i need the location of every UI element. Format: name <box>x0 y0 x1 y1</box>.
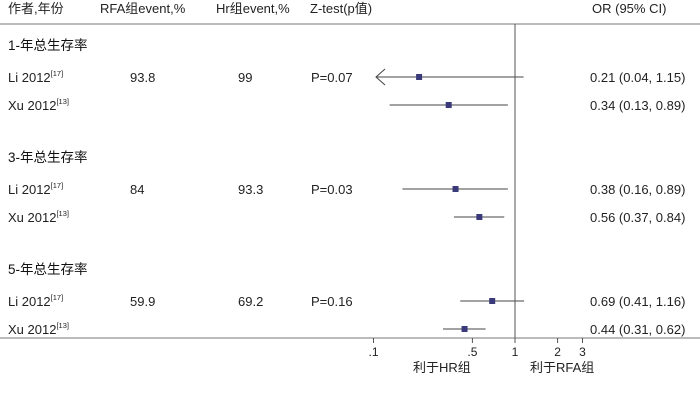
study-reference: [17] <box>51 69 64 78</box>
point-estimate-marker <box>445 102 452 108</box>
study-author: Xu 2012[13] <box>8 97 69 113</box>
or-ci-value: 0.44 (0.31, 0.62) <box>590 322 685 337</box>
study-reference: [13] <box>56 209 69 218</box>
x-tick-label: 3 <box>579 345 586 359</box>
point-estimate-marker <box>461 326 468 332</box>
study-author: Li 2012[17] <box>8 69 63 85</box>
p-value: P=0.03 <box>311 182 353 197</box>
point-estimate-marker <box>452 186 459 192</box>
or-ci-value: 0.34 (0.13, 0.89) <box>590 98 685 113</box>
x-tick-label: 1 <box>512 345 519 359</box>
x-tick-label: .5 <box>467 345 477 359</box>
point-estimate-marker <box>476 214 483 220</box>
hr-event-value: 93.3 <box>238 182 263 197</box>
x-axis-ticks: .1 .5 1 2 3 <box>368 338 586 359</box>
rfa-event-value: 59.9 <box>130 294 155 309</box>
study-reference: [13] <box>56 97 69 106</box>
study-author: Li 2012[17] <box>8 181 63 197</box>
favours-right-label: 利于RFA组 <box>530 360 594 375</box>
ci-clip-arrow <box>375 68 386 86</box>
or-ci-value: 0.38 (0.16, 0.89) <box>590 182 685 197</box>
favours-left-label: 利于HR组 <box>413 360 471 375</box>
x-tick-label: .1 <box>368 345 378 359</box>
group-label: 3-年总生存率 <box>8 149 88 165</box>
study-author: Xu 2012[13] <box>8 209 69 225</box>
or-ci-value: 0.69 (0.41, 1.16) <box>590 294 685 309</box>
study-rows: 1-年总生存率 Li 2012[17] 93.8 99 P=0.07 0.21 (0.04… <box>8 37 685 337</box>
header-ztest: Z-test(p值) <box>310 1 372 16</box>
point-estimate-marker <box>416 74 423 80</box>
study-reference: [17] <box>51 293 64 302</box>
header-rfa-event: RFA组event,% <box>100 1 186 16</box>
header-author-year: 作者,年份 <box>8 1 64 16</box>
p-value: P=0.16 <box>311 294 353 309</box>
or-ci-value: 0.56 (0.37, 0.84) <box>590 210 685 225</box>
hr-event-value: 69.2 <box>238 294 263 309</box>
study-reference: [17] <box>51 181 64 190</box>
study-author: Li 2012[17] <box>8 293 63 309</box>
p-value: P=0.07 <box>311 70 353 85</box>
rfa-event-value: 93.8 <box>130 70 155 85</box>
or-ci-value: 0.21 (0.04, 1.15) <box>590 70 685 85</box>
header-hr-event: Hr组event,% <box>216 1 290 16</box>
group-label: 5-年总生存率 <box>8 261 88 277</box>
study-author: Xu 2012[13] <box>8 321 69 337</box>
x-tick-label: 2 <box>554 345 561 359</box>
group-label: 1-年总生存率 <box>8 37 88 53</box>
hr-event-value: 99 <box>238 70 252 85</box>
header-or-ci: OR (95% CI) <box>592 1 666 16</box>
study-reference: [13] <box>56 321 69 330</box>
rfa-event-value: 84 <box>130 182 144 197</box>
point-estimate-marker <box>489 298 496 304</box>
